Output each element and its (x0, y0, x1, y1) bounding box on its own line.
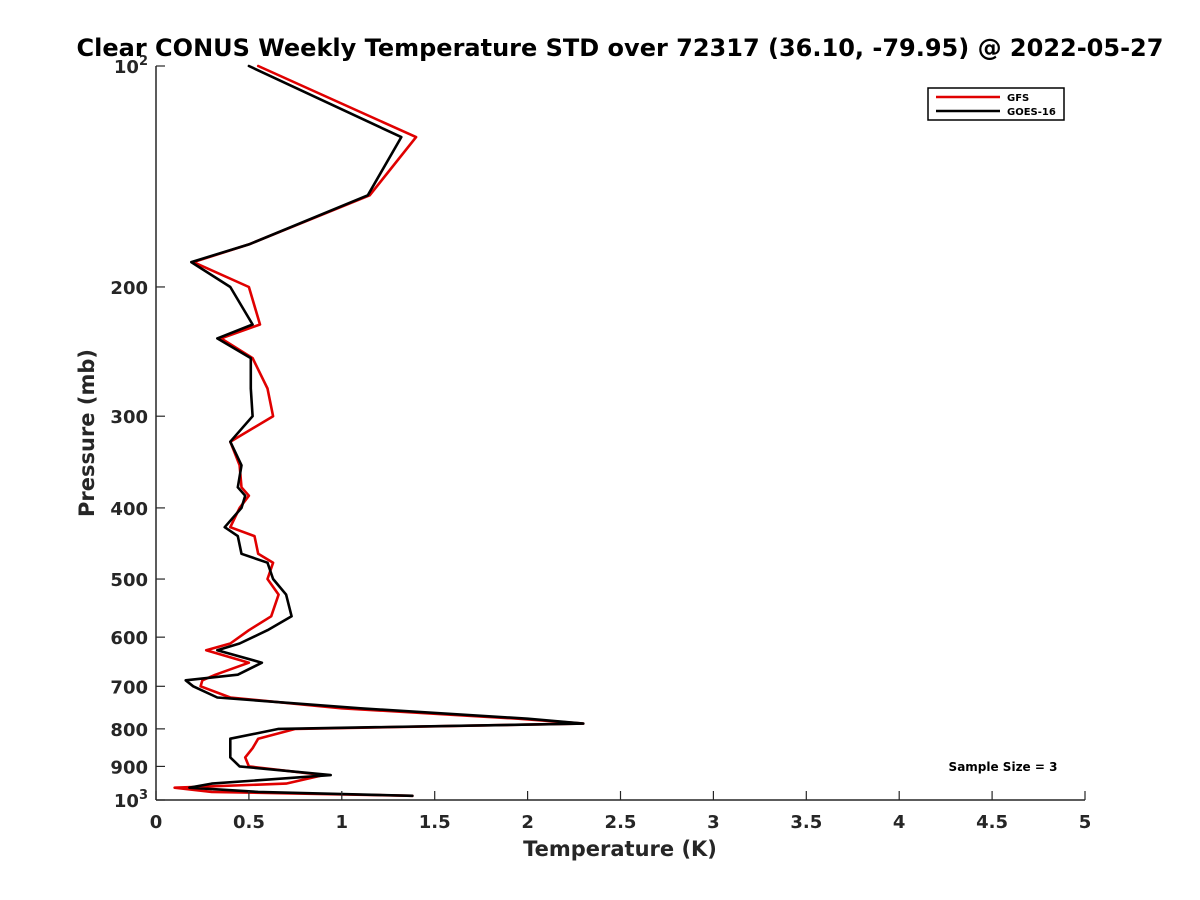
y-tick-label: 800 (110, 720, 148, 741)
y-axis-label: Pressure (mb) (75, 349, 99, 517)
legend-box (927, 87, 1065, 121)
x-tick-label: 2.5 (605, 812, 637, 833)
y-tick-label: 300 (110, 407, 148, 428)
y-tick-label: 200 (110, 278, 148, 299)
chart-title: Clear CONUS Weekly Temperature STD over … (77, 34, 1164, 62)
y-tick-label: 900 (110, 757, 148, 778)
x-tick-label: 5 (1079, 812, 1092, 833)
legend-label: GOES-16 (1007, 107, 1056, 118)
x-axis-label: Temperature (K) (523, 837, 717, 861)
x-tick-label: 3 (707, 812, 720, 833)
series-line-goes-16 (184, 64, 585, 798)
y-tick-label: 400 (110, 499, 148, 520)
series-line-gfs (173, 64, 585, 798)
y-tick-label: 600 (110, 628, 148, 649)
x-tick-label: 4.5 (976, 812, 1008, 833)
y-tick-label: 700 (110, 677, 148, 698)
x-tick-label: 1 (336, 812, 349, 833)
x-tick-label: 0 (150, 812, 163, 833)
x-tick-label: 2 (521, 812, 534, 833)
y-tick-label: 103 (114, 788, 148, 812)
legend: GFS GOES-16 (927, 87, 1065, 121)
x-tick-label: 3.5 (790, 812, 822, 833)
x-tick-label: 1.5 (419, 812, 451, 833)
series-layer (173, 64, 585, 798)
y-tick-label: 500 (110, 570, 148, 591)
axes-layer: 0 0.5 1 1.5 2 2.5 3 3.5 4 4.5 5 102 200 300 400 500 600 7… (110, 54, 1091, 833)
x-tick-label: 4 (893, 812, 906, 833)
legend-label: GFS (1007, 93, 1029, 104)
y-tick-label: 102 (114, 54, 148, 78)
sample-size-annotation: Sample Size = 3 (949, 760, 1058, 774)
x-tick-label: 0.5 (233, 812, 265, 833)
